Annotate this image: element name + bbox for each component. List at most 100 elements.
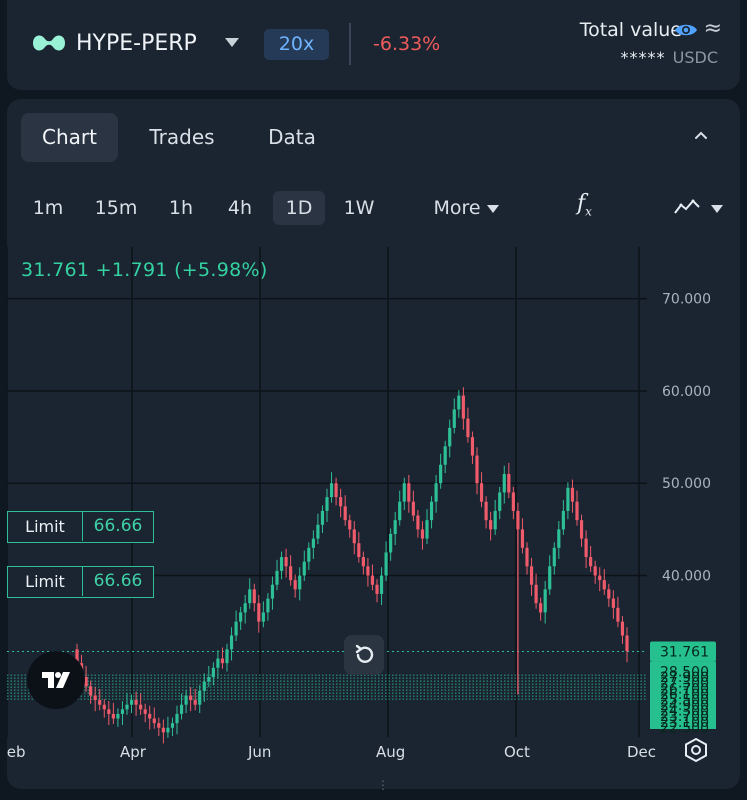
tab-data[interactable]: Data	[268, 125, 316, 149]
caret-down-icon[interactable]	[711, 205, 723, 213]
candle-body	[348, 520, 352, 530]
order-book-tags	[650, 661, 716, 729]
candle-body	[425, 520, 429, 539]
candle-body	[557, 529, 561, 548]
candle-body	[484, 501, 488, 521]
candle-body	[102, 704, 106, 710]
candle-body	[384, 552, 388, 576]
candle-body	[339, 497, 343, 507]
candle-body	[448, 427, 452, 447]
tab-chart[interactable]: Chart	[21, 113, 118, 162]
candle-body	[439, 464, 443, 484]
candle-body	[525, 547, 529, 567]
hyperliquid-logo	[33, 35, 65, 51]
leverage-badge[interactable]: 20x	[264, 29, 329, 60]
candle-body	[216, 658, 220, 668]
more-timeframes-button[interactable]: More	[421, 191, 511, 225]
candle-body	[211, 667, 215, 678]
limit-order-line[interactable]: Limit 66.66	[7, 511, 154, 543]
candle-body	[161, 727, 165, 733]
candle-body	[298, 575, 302, 590]
order-book-level-label: 24.900	[660, 698, 709, 714]
candle-body	[598, 575, 602, 581]
timeframe-1w[interactable]: 1W	[343, 197, 375, 219]
candle-body	[507, 474, 511, 493]
market-symbol[interactable]: HYPE-PERP	[76, 31, 197, 56]
limit-label: Limit	[8, 567, 83, 596]
candle-body	[429, 501, 434, 521]
candle-body	[202, 681, 206, 691]
candle-body	[198, 690, 202, 705]
candle-body	[389, 533, 393, 553]
chart-style-icon[interactable]	[673, 197, 701, 217]
candle-body	[243, 603, 247, 613]
candle-body	[534, 584, 538, 604]
order-book-level-label: 24.300	[660, 704, 709, 720]
resize-handle-icon[interactable]: ⋮	[377, 778, 389, 792]
candle-body	[293, 580, 297, 590]
total-value-label: Total value	[579, 19, 682, 41]
order-book-level-label: 23.700	[660, 709, 709, 725]
reset-chart-button[interactable]	[344, 635, 384, 675]
timeframe-1m[interactable]: 1m	[32, 197, 64, 219]
timeframe-4h[interactable]: 4h	[227, 197, 253, 219]
caret-down-icon	[486, 204, 499, 213]
candle-body	[611, 598, 615, 608]
candle-body	[125, 704, 129, 710]
candle-body	[593, 566, 597, 576]
candle-body	[466, 418, 470, 438]
chevron-up-icon[interactable]	[694, 129, 708, 143]
candle-body	[607, 589, 611, 599]
fx-subscript: x	[585, 204, 592, 219]
candle-body	[352, 529, 356, 544]
tradingview-logo[interactable]	[27, 651, 85, 709]
candle-body	[157, 723, 161, 728]
order-book-level-label: 27.300	[660, 676, 709, 692]
limit-label: Limit	[8, 512, 83, 541]
candle-body	[343, 506, 347, 521]
candle-body	[452, 409, 456, 428]
order-book-level-label: 25.500	[660, 692, 709, 708]
candle-body	[398, 501, 402, 521]
timeframe-1d[interactable]: 1D	[273, 191, 325, 225]
candle-body	[98, 700, 102, 705]
candle-body	[111, 713, 115, 719]
limit-order-line[interactable]: Limit 66.66	[7, 566, 154, 598]
candle-body	[143, 709, 147, 714]
timeframe-15m[interactable]: 15m	[94, 197, 138, 219]
candle-body	[325, 497, 329, 511]
candle-body	[179, 704, 184, 714]
candle-body	[239, 612, 243, 622]
limit-price: 66.66	[93, 571, 143, 591]
candle-body	[93, 695, 97, 701]
eye-icon[interactable]	[674, 22, 698, 38]
candle-body	[248, 589, 252, 604]
last-price-tag	[650, 641, 716, 662]
candle-body	[529, 566, 534, 585]
caret-down-icon[interactable]	[225, 38, 239, 47]
candle-body	[266, 598, 270, 613]
tab-trades[interactable]: Trades	[149, 125, 215, 149]
candle-body	[561, 510, 565, 530]
candle-body	[402, 483, 406, 502]
ohlc-readout: 31.761 +1.791 (+5.98%)	[21, 259, 268, 281]
price-chart[interactable]: 70.000 60.000 50.000 40.000 Feb Apr Jun Aug Oct D…	[7, 247, 740, 789]
indicators-fx-icon[interactable]: fx	[577, 191, 592, 218]
candle-body	[470, 437, 475, 456]
candle-body	[620, 621, 625, 636]
candle-body	[548, 566, 552, 590]
candle-body	[516, 510, 520, 530]
candle-body	[152, 718, 156, 724]
candle-body	[370, 575, 375, 585]
candle-body	[175, 713, 179, 724]
candle-body	[270, 584, 275, 599]
divider	[349, 23, 351, 65]
timeframe-1h[interactable]: 1h	[168, 197, 194, 219]
candle-body	[84, 677, 88, 687]
y-tick-label: 60.000	[662, 384, 711, 400]
candle-body	[311, 538, 315, 548]
last-price-label: 31.761	[660, 645, 709, 661]
settings-icon[interactable]	[683, 737, 709, 763]
candle-body	[307, 547, 311, 562]
x-tick-label: Dec	[627, 743, 656, 761]
